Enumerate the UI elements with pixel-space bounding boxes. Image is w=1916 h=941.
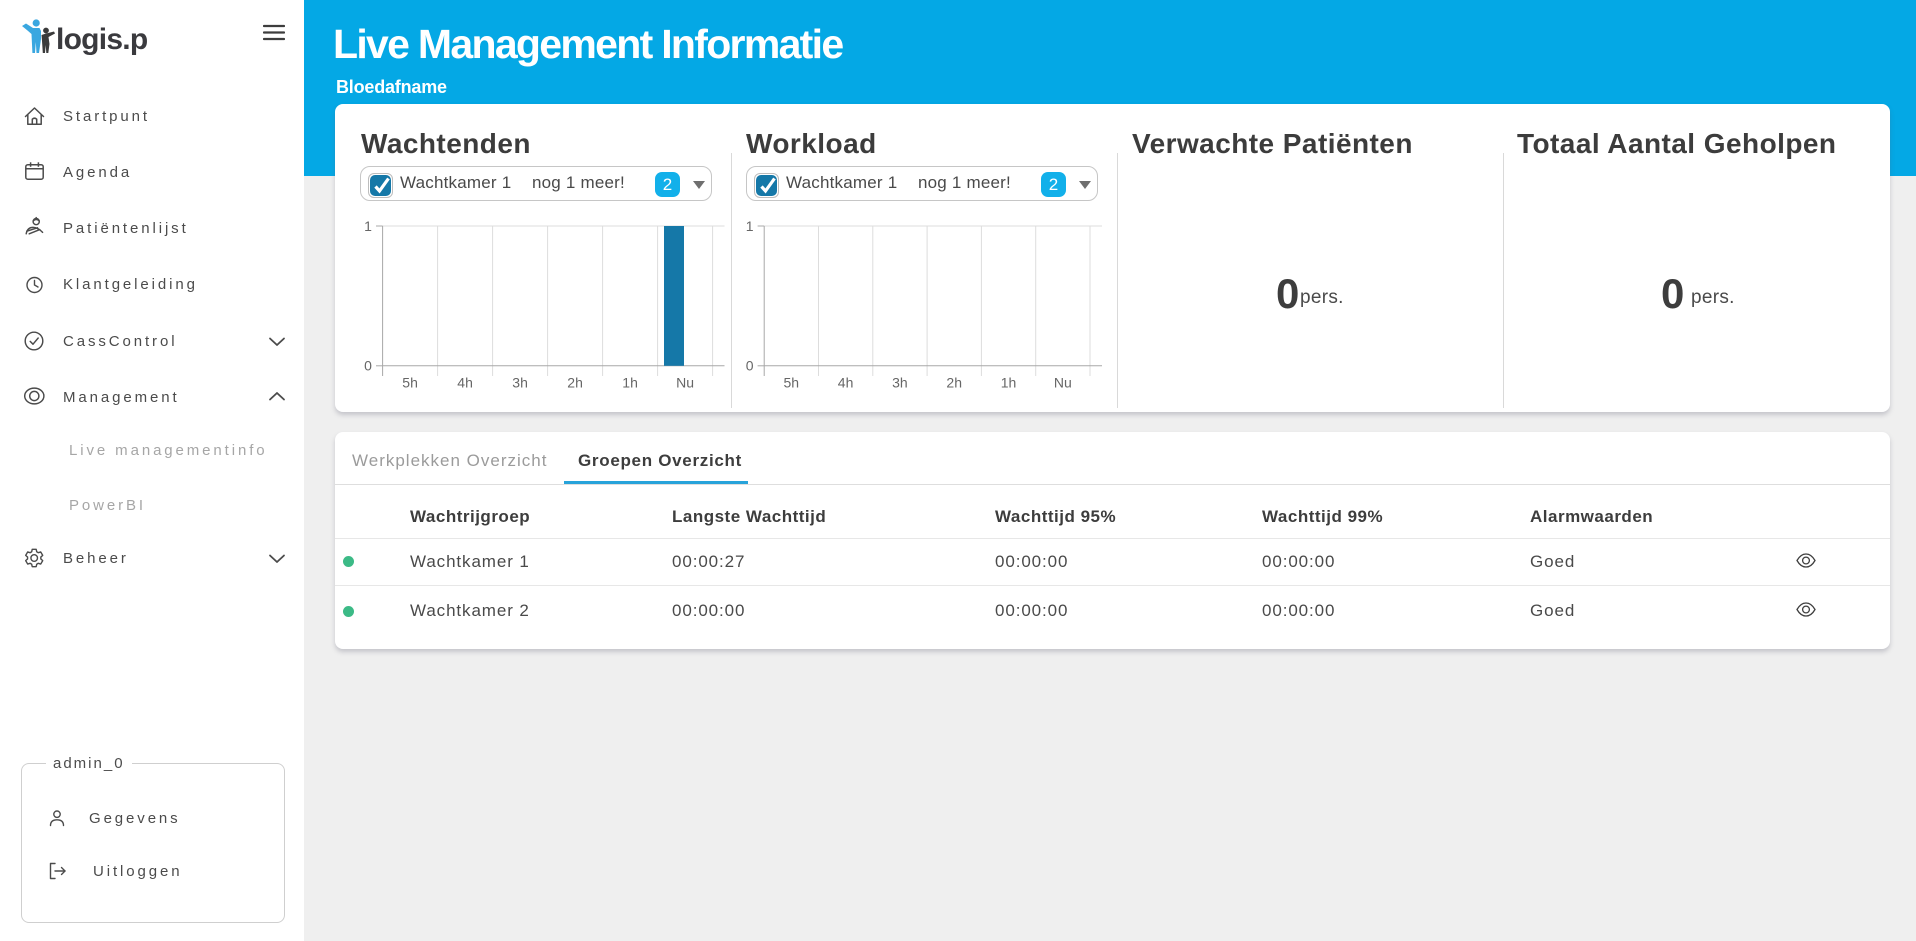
svg-text:Nu: Nu: [1054, 375, 1072, 391]
svg-text:5h: 5h: [784, 375, 800, 391]
svg-text:4h: 4h: [457, 375, 473, 391]
svg-text:0: 0: [364, 358, 372, 374]
svg-text:0: 0: [746, 358, 754, 374]
svg-text:1h: 1h: [622, 375, 638, 391]
svg-text:1: 1: [746, 218, 754, 234]
svg-text:4h: 4h: [838, 375, 854, 391]
svg-text:2h: 2h: [567, 375, 583, 391]
svg-text:5h: 5h: [402, 375, 418, 391]
svg-text:2h: 2h: [946, 375, 962, 391]
svg-text:1: 1: [364, 218, 372, 234]
svg-text:3h: 3h: [512, 375, 528, 391]
svg-text:3h: 3h: [892, 375, 908, 391]
svg-text:1h: 1h: [1001, 375, 1017, 391]
svg-text:Nu: Nu: [676, 375, 694, 391]
